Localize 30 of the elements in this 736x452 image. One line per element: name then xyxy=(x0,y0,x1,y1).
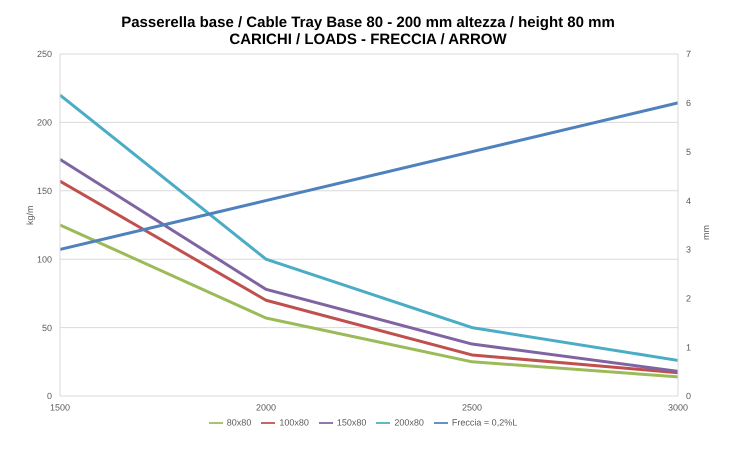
y-tick-label: 0 xyxy=(46,391,52,402)
legend-label: 100x80 xyxy=(279,417,309,428)
x-tick-label: 3000 xyxy=(668,402,688,412)
line-series xyxy=(58,224,680,378)
y-tick-label: 100 xyxy=(36,254,52,264)
y2-tick-label: 4 xyxy=(686,196,692,206)
line-series xyxy=(58,101,680,251)
x-tick-label: 2000 xyxy=(256,402,276,412)
legend-label: Freccia = 0,2%L xyxy=(452,417,518,428)
legend-label: 150x80 xyxy=(336,417,366,428)
y-tick-label: 250 xyxy=(36,49,52,60)
legend-label: 200x80 xyxy=(394,417,424,428)
y2-tick-label: 5 xyxy=(686,146,692,157)
y2-tick-label: 0 xyxy=(686,391,692,402)
y2-tick-label: 7 xyxy=(686,49,692,60)
y-tick-label: 50 xyxy=(42,322,52,333)
y2-tick-label: 1 xyxy=(686,342,692,352)
chart-title: Passerella base / Cable Tray Base 80 - 200 mm altezza / height 80 mm xyxy=(120,13,616,31)
y2-tick-label: 3 xyxy=(686,244,692,255)
legend-label: 80x80 xyxy=(226,417,252,428)
y-tick-label: 150 xyxy=(36,186,52,196)
chart-subtitle: CARICHI / LOADS - FRECCIA / ARROW xyxy=(228,31,508,48)
line-series xyxy=(58,94,680,362)
y-tick-label: 200 xyxy=(36,118,52,128)
x-tick-label: 1500 xyxy=(50,402,70,412)
y2-axis-title: mm xyxy=(701,225,712,240)
y2-tick-label: 6 xyxy=(686,98,692,108)
y-axis-title: kg/m xyxy=(25,205,36,225)
x-tick-label: 2500 xyxy=(462,402,482,412)
y2-tick-label: 2 xyxy=(686,293,692,304)
